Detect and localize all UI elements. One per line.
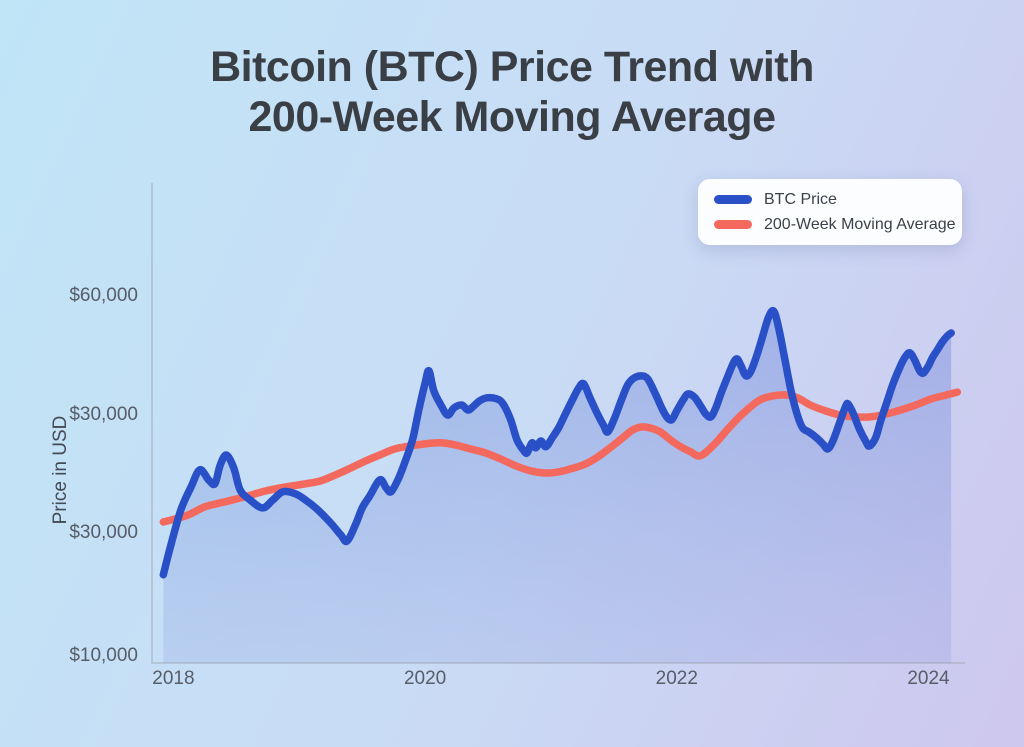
chart-title: Bitcoin (BTC) Price Trend with 200-Week … bbox=[0, 42, 1024, 143]
legend-item-moving-average: 200-Week Moving Average bbox=[714, 215, 956, 234]
x-axis-tick-label: 2024 bbox=[907, 668, 950, 689]
ma-line bbox=[159, 388, 962, 526]
legend-item-btc-price: BTC Price bbox=[714, 191, 954, 209]
y-axis-tick-label: $30,000 bbox=[69, 404, 138, 426]
ma-line-swatch bbox=[714, 220, 752, 229]
x-axis-tick-label: 2022 bbox=[655, 668, 698, 689]
btc-area bbox=[163, 310, 952, 663]
y-axis-tick-label: $10,000 bbox=[69, 645, 138, 667]
x-axis-tick-label: 2020 bbox=[403, 668, 447, 689]
btc-line-swatch bbox=[714, 195, 752, 204]
legend-label-btc-price: BTC Price bbox=[764, 190, 837, 208]
x-axis-tick-label: 2018 bbox=[152, 668, 195, 689]
chart-title-line-1: Bitcoin (BTC) Price Trend with bbox=[210, 43, 814, 91]
y-axis-tick-label: $60,000 bbox=[69, 284, 138, 306]
btc-line bbox=[159, 306, 955, 579]
legend: BTC Price 200-Week Moving Average bbox=[698, 179, 962, 245]
chart-title-line-2: 200-Week Moving Average bbox=[248, 93, 776, 142]
y-axis-tick-label: $30,000 bbox=[69, 522, 138, 544]
legend-label-moving-average: 200-Week Moving Average bbox=[764, 215, 956, 233]
